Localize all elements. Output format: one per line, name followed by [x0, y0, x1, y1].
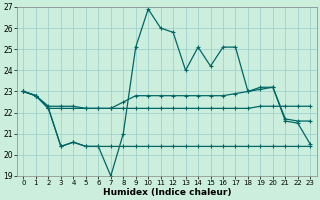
X-axis label: Humidex (Indice chaleur): Humidex (Indice chaleur): [103, 188, 231, 197]
